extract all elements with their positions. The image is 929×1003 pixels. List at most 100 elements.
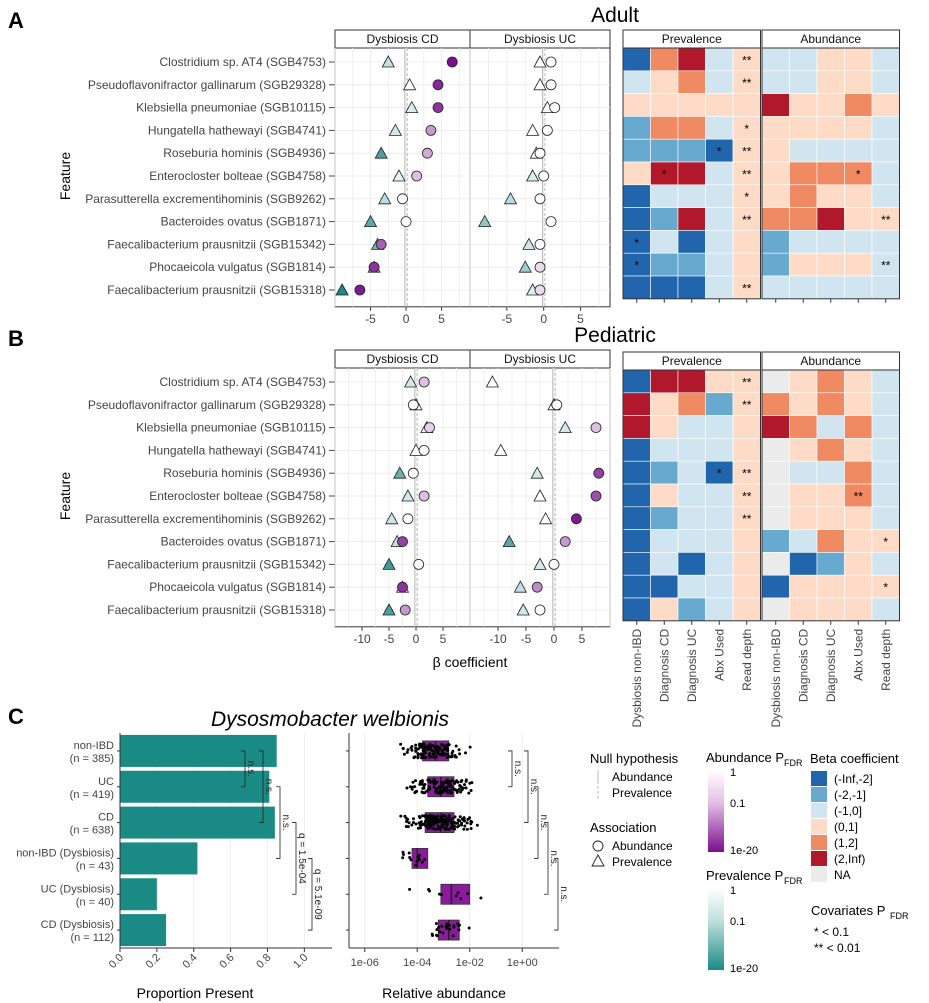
pediatric-heat-cell bbox=[761, 574, 790, 599]
box-sig-bracket bbox=[524, 750, 529, 823]
pediatric-heat-cell bbox=[650, 506, 679, 530]
pediatric-sig-star: * bbox=[883, 535, 888, 549]
adult-title: Adult bbox=[591, 4, 639, 27]
pediatric-heat-cell bbox=[761, 552, 790, 576]
adult-x-tick-label: 0 bbox=[403, 312, 410, 326]
pediatric-heat-cell bbox=[844, 529, 873, 553]
pediatric-heat-cell bbox=[705, 415, 734, 439]
box-point bbox=[440, 748, 444, 752]
legend-beta-swatch bbox=[811, 867, 827, 882]
adult-heat-cell bbox=[761, 116, 790, 140]
adult-heat-cell bbox=[650, 138, 679, 163]
pediatric-strip-label: Prevalence bbox=[662, 354, 722, 368]
adult-prevalence-point bbox=[533, 77, 547, 91]
pediatric-abundance-point bbox=[407, 399, 419, 411]
adult-heat-cell bbox=[816, 230, 845, 254]
pediatric-prevalence-point bbox=[533, 557, 547, 570]
box-point bbox=[450, 791, 454, 795]
pediatric-abundance-point bbox=[424, 422, 435, 434]
box-point bbox=[438, 930, 442, 934]
box-point bbox=[410, 787, 414, 791]
box-point bbox=[430, 932, 434, 936]
box-point bbox=[448, 927, 452, 931]
box-point bbox=[452, 924, 456, 928]
legend-abund-p-title: Abundance P bbox=[706, 750, 784, 765]
box-point bbox=[459, 790, 463, 794]
box-point bbox=[437, 925, 441, 929]
box-point bbox=[463, 824, 467, 828]
box-point bbox=[431, 744, 435, 748]
adult-abundance-point bbox=[545, 79, 557, 91]
legend-beta-swatch bbox=[811, 803, 827, 818]
box-point bbox=[427, 888, 431, 892]
bar-sig-bracket bbox=[276, 786, 281, 859]
adult-abundance-point bbox=[545, 216, 557, 228]
box-point bbox=[421, 814, 425, 818]
pediatric-heat-cell bbox=[844, 438, 873, 462]
bar-x-tick-label: 0.4 bbox=[181, 952, 200, 971]
box-point bbox=[410, 785, 414, 789]
box-point bbox=[421, 748, 425, 752]
adult-prevalence-point bbox=[478, 214, 492, 228]
box-point bbox=[420, 860, 424, 864]
box-sig-label: n.s. bbox=[528, 779, 539, 795]
box-point bbox=[453, 815, 457, 819]
pediatric-heat-cell bbox=[650, 597, 679, 622]
box-point bbox=[428, 752, 432, 756]
box-sig-label: n.s. bbox=[558, 886, 569, 902]
box-point bbox=[445, 747, 449, 751]
box-point bbox=[434, 922, 438, 926]
box-point bbox=[415, 859, 419, 863]
adult-sig-star: ** bbox=[742, 213, 752, 227]
pediatric-heat-cell bbox=[705, 529, 734, 553]
pediatric-heat-cell bbox=[732, 552, 761, 576]
adult-heat-cell bbox=[677, 207, 706, 231]
pediatric-heat-cell bbox=[622, 483, 651, 508]
pediatric-heat-cell bbox=[871, 392, 900, 416]
pediatric-heat-cell bbox=[844, 392, 873, 416]
pediatric-heat-cell bbox=[789, 574, 818, 599]
box-point bbox=[459, 897, 463, 901]
pediatric-heat-cell bbox=[816, 483, 845, 508]
pediatric-heat-cell bbox=[844, 369, 873, 394]
adult-abundance-point bbox=[534, 193, 546, 205]
adult-heat-cell bbox=[871, 275, 900, 300]
box-point bbox=[447, 923, 451, 927]
box-point bbox=[408, 856, 412, 860]
pediatric-abundance-point bbox=[418, 490, 430, 502]
bar bbox=[120, 842, 198, 875]
box-point bbox=[440, 924, 444, 928]
adult-heat-cell bbox=[761, 93, 790, 117]
box-point bbox=[435, 780, 439, 784]
pediatric-heat-cell bbox=[650, 438, 679, 462]
adult-prevalence-point bbox=[503, 191, 518, 205]
adult-abundance-point bbox=[545, 56, 557, 68]
adult-heat-cell bbox=[789, 116, 818, 140]
box-point bbox=[440, 781, 444, 785]
box-point bbox=[460, 823, 464, 827]
box-point bbox=[454, 788, 458, 792]
adult-abundance-point bbox=[534, 238, 546, 250]
pediatric-heat-cell bbox=[677, 552, 706, 576]
pediatric-heat-cell bbox=[650, 574, 679, 599]
box-point bbox=[437, 820, 441, 824]
box-point bbox=[447, 819, 451, 823]
box-point bbox=[425, 789, 429, 793]
pediatric-heat-cell bbox=[622, 438, 651, 462]
box-point bbox=[433, 789, 437, 793]
box-point bbox=[399, 814, 403, 818]
pediatric-sig-star: ** bbox=[742, 489, 752, 503]
adult-abundance-point bbox=[549, 102, 561, 113]
pediatric-heat-cell bbox=[844, 460, 873, 485]
box-point bbox=[433, 782, 437, 786]
adult-heat-cell bbox=[622, 138, 651, 163]
adult-heat-cell bbox=[677, 184, 706, 208]
legend-beta-label: (-2,-1] bbox=[834, 788, 866, 802]
box-point bbox=[447, 827, 451, 831]
bar-category-n: (n = 112) bbox=[70, 932, 114, 944]
adult-heat-cell bbox=[816, 252, 845, 277]
legend-cov-title: Covariates P bbox=[811, 903, 885, 918]
box-x-tick-label: 1e-04 bbox=[403, 957, 431, 969]
adult-prevalence-point bbox=[533, 55, 547, 68]
adult-heat-cell bbox=[705, 47, 734, 72]
